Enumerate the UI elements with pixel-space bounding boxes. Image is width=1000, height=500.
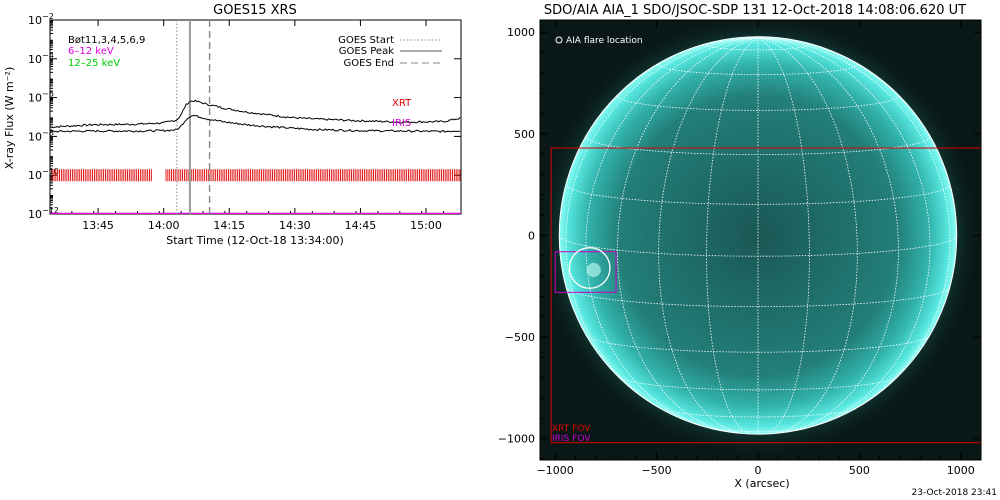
solar-limb <box>558 36 958 435</box>
flare-location-circle <box>568 247 611 289</box>
grid-longitude-line <box>585 37 759 432</box>
xrt-coverage-ticks <box>51 169 461 182</box>
label-iris: IRIS <box>392 118 411 129</box>
legend-goes-peak: GOES Peak <box>339 46 394 57</box>
aia-y-tick-label: 1000 <box>507 26 535 39</box>
legend-12-25-kev: 12–25 keV <box>68 58 120 69</box>
grid-latitude-line <box>658 64 858 76</box>
goes-y-label: X-ray Flux (W m⁻²) <box>3 67 16 169</box>
aia-x-tick-label: −1000 <box>537 464 574 477</box>
grid-latitude-line <box>617 95 899 111</box>
goes-x-tick-label: 14:45 <box>345 219 377 232</box>
grid-longitude-line <box>757 37 951 419</box>
grid-longitude-line <box>757 37 858 434</box>
grid-latitude-line <box>565 287 951 307</box>
legend-channel-attenuators: Bøt11,3,4,5,6,9 <box>68 35 145 46</box>
aia-y-tick-label: −1000 <box>498 433 535 446</box>
xrt-fov-box <box>550 147 981 444</box>
goes-x-tick-label: 14:15 <box>213 219 245 232</box>
grid-longitude-line <box>757 37 931 432</box>
grid-latitude-line <box>618 376 898 391</box>
goes-long-channel-series <box>50 99 461 129</box>
aia-x-tick-label: 500 <box>849 464 870 477</box>
goes-x-tick-label: 14:00 <box>148 219 180 232</box>
aia-plot-frame <box>539 19 982 461</box>
xrt-fov-label: XRT FOV <box>552 424 591 434</box>
aia-title: SDO/AIA AIA_1 SDO/JSOC-SDP 131 12-Oct-20… <box>544 3 966 18</box>
grid-longitude-line <box>658 37 759 434</box>
aia-x-axis: −1000 −500 0 500 1000 <box>537 20 982 477</box>
legend-6-12-kev: 6–12 keV <box>68 46 114 57</box>
grid-longitude-line <box>565 37 759 419</box>
aia-y-tick-label: −500 <box>505 331 535 344</box>
aia-x-label: X (arcsec) <box>734 477 789 490</box>
goes-short-channel-series <box>50 114 461 133</box>
flare-legend-marker <box>555 36 563 44</box>
aia-x-tick-label: 1000 <box>947 464 975 477</box>
grid-latitude-line <box>660 408 856 418</box>
legend-goes-start: GOES Start <box>338 35 394 46</box>
iris-fov-label: IRIS FOV <box>552 434 591 444</box>
label-xrt: XRT <box>392 98 412 109</box>
goes-x-tick-label: 13:45 <box>82 219 114 232</box>
goes-x-label: Start Time (12-Oct-18 13:34:00) <box>166 234 344 247</box>
flare-legend-label: AIA flare location <box>566 36 643 46</box>
grid-longitude-line <box>706 37 759 435</box>
goes-x-tick-label: 14:30 <box>279 219 311 232</box>
aia-x-tick-label: −500 <box>641 464 671 477</box>
grid-latitude-line <box>585 335 930 353</box>
grid-longitude-line <box>757 37 899 433</box>
aia-x-tick-label: 0 <box>754 464 761 477</box>
goes-title: GOES15 XRS <box>213 3 297 18</box>
aia-panel: SDO/AIA AIA_1 SDO/JSOC-SDP 131 12-Oct-20… <box>498 3 997 498</box>
goes-x-tick-label: 15:00 <box>410 219 442 232</box>
flare-bright-region <box>586 262 601 278</box>
grid-longitude-line <box>617 37 759 433</box>
iris-fov-box <box>554 251 617 293</box>
grid-longitude-line <box>757 37 810 435</box>
aia-y-axis: 1000 500 0 −500 −1000 <box>498 26 981 460</box>
aia-y-tick-label: 0 <box>528 229 535 242</box>
aia-y-tick-label: 500 <box>514 128 535 141</box>
goes-panel: GOES15 XRS 13:45 14:00 14:15 14:30 14:45 15:0… <box>3 3 462 247</box>
timestamp: 23-Oct-2018 23:41 <box>912 488 997 498</box>
legend-goes-end: GOES End <box>344 58 394 69</box>
grid-latitude-line <box>565 184 951 205</box>
